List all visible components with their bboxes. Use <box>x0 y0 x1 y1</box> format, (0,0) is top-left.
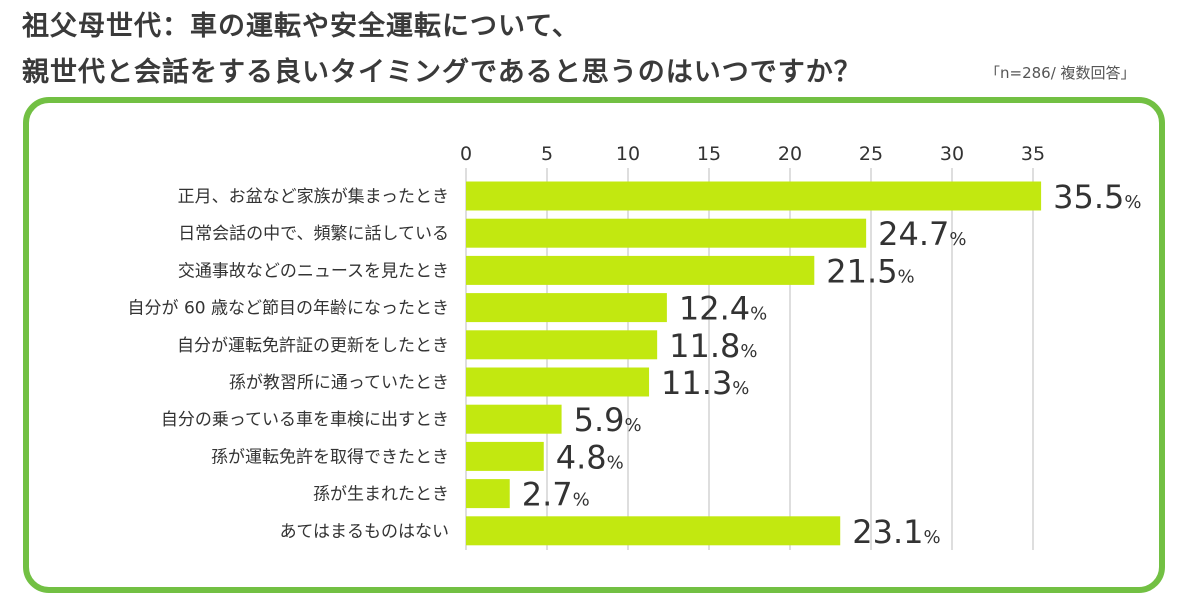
value-number: 12.4 <box>679 290 750 328</box>
category-label: 自分が運転免許証の更新をしたとき <box>177 336 449 356</box>
bar <box>466 479 510 509</box>
value-number: 24.7 <box>878 215 949 253</box>
x-tick-label: 35 <box>1021 143 1045 165</box>
value-unit: % <box>898 266 915 287</box>
category-label: 自分が 60 歳など節目の年齢になったとき <box>128 299 449 319</box>
value-unit: % <box>732 378 749 399</box>
category-label: 正月、お盆など家族が集まったとき <box>178 187 449 207</box>
bar <box>466 367 650 397</box>
value-label: 4.8% <box>556 438 624 476</box>
value-label: 24.7% <box>878 215 966 253</box>
value-number: 11.8 <box>669 327 740 365</box>
x-tick-label: 25 <box>859 143 883 165</box>
category-label: 孫が運転免許を取得できたとき <box>211 447 449 467</box>
category-label: 日常会話の中で、頻繁に話している <box>178 224 449 244</box>
value-unit: % <box>607 452 624 473</box>
value-label: 23.1% <box>852 513 940 551</box>
x-tick-label: 5 <box>541 143 553 165</box>
category-label: 孫が生まれたとき <box>313 485 449 505</box>
value-number: 4.8 <box>556 438 607 476</box>
value-number: 23.1 <box>852 513 923 551</box>
chart-title-line-2: 親世代と会話をする良いタイミングであると思うのはいつですか？ <box>22 57 862 88</box>
value-number: 2.7 <box>522 476 573 514</box>
bar <box>466 218 867 248</box>
x-tick-label: 30 <box>940 143 964 165</box>
value-unit: % <box>740 341 757 362</box>
sample-size-note: 「n=286/ 複数回答」 <box>985 64 1136 82</box>
bar <box>466 516 841 546</box>
value-unit: % <box>923 527 940 548</box>
value-unit: % <box>573 490 590 511</box>
x-tick-label: 20 <box>778 143 802 165</box>
value-label: 11.3% <box>661 364 749 402</box>
bar <box>466 441 544 471</box>
bar <box>466 255 815 285</box>
x-tick-label: 15 <box>697 143 721 165</box>
value-number: 21.5 <box>826 252 897 290</box>
chart-title-line-1: 祖父母世代：車の運転や安全運転について、 <box>22 11 580 42</box>
value-label: 11.8% <box>669 327 757 365</box>
bar <box>466 293 667 323</box>
x-tick-label: 0 <box>460 143 472 165</box>
value-unit: % <box>750 304 767 325</box>
bar <box>466 404 562 434</box>
category-label: 交通事故などのニュースを見たとき <box>178 261 449 281</box>
value-number: 5.9 <box>574 401 625 439</box>
value-label: 2.7% <box>522 476 590 514</box>
bar <box>466 181 1042 211</box>
value-number: 11.3 <box>661 364 732 402</box>
category-label: あてはまるものはない <box>280 522 449 542</box>
category-label: 自分の乗っている車を車検に出すとき <box>161 410 449 430</box>
value-label: 21.5% <box>826 252 914 290</box>
value-unit: % <box>1124 192 1141 213</box>
category-label: 孫が教習所に通っていたとき <box>229 373 449 393</box>
value-unit: % <box>624 415 641 436</box>
x-tick-label: 10 <box>616 143 640 165</box>
bar <box>466 330 658 360</box>
value-number: 35.5 <box>1053 178 1124 216</box>
value-label: 35.5% <box>1053 178 1141 216</box>
value-unit: % <box>949 229 966 250</box>
value-label: 5.9% <box>574 401 642 439</box>
value-label: 12.4% <box>679 290 767 328</box>
